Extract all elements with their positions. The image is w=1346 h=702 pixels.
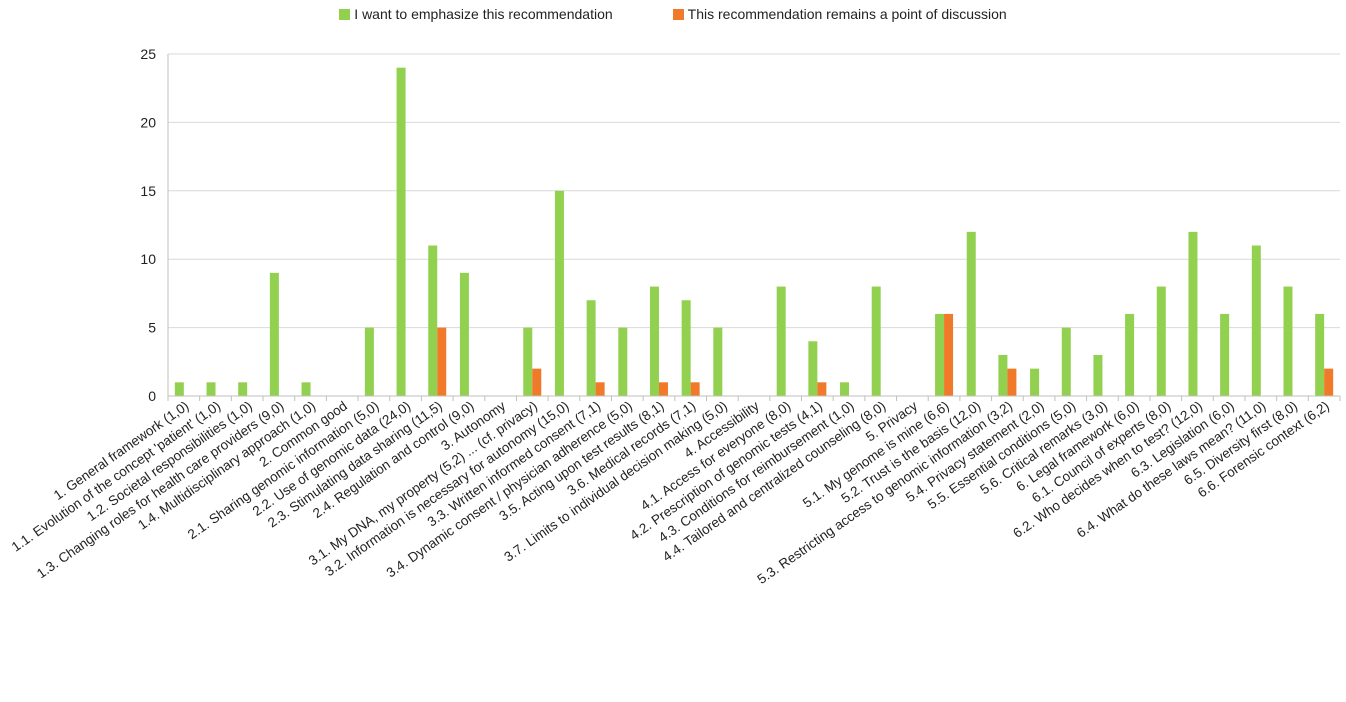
bar-discussion-13 [595, 382, 605, 396]
bar-emphasize-36 [1315, 313, 1325, 396]
bar-emphasize-14 [618, 327, 628, 396]
bar-discussion-16 [690, 382, 700, 396]
bar-discussion-8 [437, 327, 447, 396]
bar-emphasize-12 [554, 190, 564, 396]
bar-emphasize-1 [206, 382, 216, 396]
y-tick-label: 0 [148, 388, 156, 404]
bar-emphasize-34 [1251, 245, 1261, 396]
bar-discussion-15 [658, 382, 668, 396]
bar-emphasize-22 [871, 286, 881, 396]
bar-emphasize-9 [459, 272, 469, 396]
legend-item-discussion: This recommendation remains a point of d… [672, 6, 1007, 22]
bar-emphasize-15 [649, 286, 659, 396]
bar-emphasize-30 [1125, 313, 1135, 396]
bar-emphasize-11 [523, 327, 533, 396]
bar-emphasize-25 [966, 231, 976, 396]
bar-emphasize-4 [301, 382, 311, 396]
bar-discussion-11 [532, 368, 542, 396]
y-tick-label: 10 [140, 251, 156, 267]
bar-emphasize-24 [935, 313, 945, 396]
bar-discussion-24 [944, 313, 954, 396]
bar-emphasize-8 [428, 245, 438, 396]
bar-discussion-20 [817, 382, 827, 396]
y-tick-label: 5 [148, 320, 156, 336]
bar-emphasize-35 [1283, 286, 1293, 396]
legend-label-emphasize: I want to emphasize this recommendation [354, 6, 613, 22]
bar-emphasize-17 [713, 327, 723, 396]
legend-item-emphasize: I want to emphasize this recommendation [339, 6, 613, 22]
bar-emphasize-21 [840, 382, 850, 396]
bar-discussion-36 [1324, 368, 1334, 396]
legend-label-discussion: This recommendation remains a point of d… [687, 6, 1007, 22]
bar-emphasize-33 [1220, 313, 1230, 396]
bar-emphasize-16 [681, 300, 691, 396]
bar-emphasize-13 [586, 300, 596, 396]
legend-swatch-discussion [672, 8, 684, 20]
y-tick-label: 15 [140, 183, 156, 199]
legend: I want to emphasize this recommendation … [0, 6, 1346, 22]
bar-emphasize-7 [396, 67, 406, 397]
bar-emphasize-0 [174, 382, 184, 396]
bar-emphasize-26 [998, 354, 1008, 396]
bar-emphasize-29 [1093, 354, 1103, 396]
bar-emphasize-19 [776, 286, 786, 396]
legend-swatch-emphasize [339, 8, 351, 20]
bar-emphasize-20 [808, 341, 818, 396]
bar-discussion-26 [1007, 368, 1017, 396]
y-tick-label: 25 [140, 46, 156, 62]
bar-emphasize-3 [269, 272, 279, 396]
bar-emphasize-32 [1188, 231, 1198, 396]
bar-emphasize-28 [1061, 327, 1071, 396]
bar-emphasize-2 [238, 382, 248, 396]
bar-emphasize-6 [364, 327, 374, 396]
bar-emphasize-27 [1030, 368, 1040, 396]
bar-emphasize-31 [1156, 286, 1166, 396]
y-tick-label: 20 [140, 114, 156, 130]
